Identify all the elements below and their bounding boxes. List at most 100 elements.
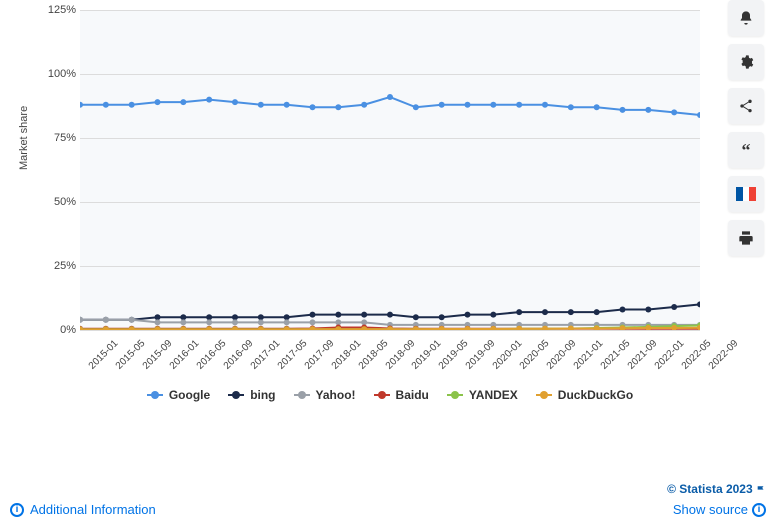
series-marker: [439, 314, 445, 320]
series-marker: [180, 99, 186, 105]
info-icon: i: [10, 503, 24, 517]
series-marker: [697, 301, 700, 307]
series-marker: [80, 102, 83, 108]
y-tick-label: 0%: [26, 324, 76, 336]
series-marker: [645, 107, 651, 113]
gear-icon: [738, 54, 754, 70]
series-marker: [568, 104, 574, 110]
gridline: [80, 330, 700, 331]
legend-label: YANDEX: [469, 388, 518, 402]
y-tick-label: 25%: [26, 260, 76, 272]
gridline: [80, 266, 700, 267]
series-marker: [413, 104, 419, 110]
gridline: [80, 74, 700, 75]
series-marker: [620, 307, 626, 313]
y-tick-label: 50%: [26, 196, 76, 208]
series-marker: [387, 312, 393, 318]
print-button[interactable]: [728, 220, 764, 256]
language-fr-button[interactable]: [728, 176, 764, 212]
settings-button[interactable]: [728, 44, 764, 80]
series-marker: [335, 319, 341, 325]
plot-area: [80, 10, 700, 330]
series-marker: [206, 314, 212, 320]
series-marker: [387, 94, 393, 100]
series-marker: [284, 102, 290, 108]
series-marker: [103, 317, 109, 323]
series-marker: [155, 99, 161, 105]
gridline: [80, 10, 700, 11]
cite-button[interactable]: “: [728, 132, 764, 168]
series-marker: [284, 319, 290, 325]
series-marker: [206, 97, 212, 103]
series-marker: [258, 319, 264, 325]
series-marker: [542, 309, 548, 315]
series-marker: [310, 319, 316, 325]
x-tick-label: 2015-01: [87, 338, 121, 372]
info-icon: i: [752, 503, 766, 517]
legend-item[interactable]: Yahoo!: [294, 388, 356, 402]
chart-lines-svg: [80, 10, 700, 330]
series-marker: [645, 307, 651, 313]
series-marker: [155, 314, 161, 320]
series-marker: [594, 104, 600, 110]
series-marker: [620, 107, 626, 113]
legend-swatch: [294, 394, 310, 396]
series-marker: [671, 109, 677, 115]
series-marker: [232, 314, 238, 320]
series-marker: [310, 104, 316, 110]
legend-item[interactable]: Google: [147, 388, 210, 402]
legend-item[interactable]: DuckDuckGo: [536, 388, 633, 402]
print-icon: [738, 230, 754, 246]
series-marker: [490, 312, 496, 318]
y-tick-label: 125%: [26, 4, 76, 16]
legend-label: Baidu: [396, 388, 429, 402]
legend-label: DuckDuckGo: [558, 388, 633, 402]
chart-container: Market share GooglebingYahoo!BaiduYANDEX…: [10, 0, 710, 420]
bell-icon: [738, 10, 754, 26]
series-marker: [439, 102, 445, 108]
series-marker: [490, 102, 496, 108]
show-source-link[interactable]: Show source i: [673, 502, 766, 517]
share-icon: [738, 98, 754, 114]
legend-item[interactable]: YANDEX: [447, 388, 518, 402]
series-marker: [310, 312, 316, 318]
share-button[interactable]: [728, 88, 764, 124]
action-sidebar: “: [728, 0, 768, 256]
notifications-button[interactable]: [728, 0, 764, 36]
series-marker: [361, 312, 367, 318]
legend-label: Google: [169, 388, 210, 402]
gridline: [80, 202, 700, 203]
legend-item[interactable]: bing: [228, 388, 275, 402]
series-marker: [80, 317, 83, 323]
show-source-label: Show source: [673, 502, 748, 517]
series-marker: [361, 319, 367, 325]
series-marker: [542, 102, 548, 108]
series-marker: [206, 319, 212, 325]
quote-icon: “: [742, 141, 751, 159]
series-marker: [103, 102, 109, 108]
copyright-text: © Statista 2023: [667, 482, 766, 496]
series-marker: [232, 319, 238, 325]
series-marker: [232, 99, 238, 105]
flag-icon: [756, 485, 766, 495]
series-marker: [335, 312, 341, 318]
series-marker: [413, 314, 419, 320]
series-marker: [155, 319, 161, 325]
flag-fr-icon: [736, 187, 756, 201]
footer: i Additional Information © Statista 2023…: [10, 482, 766, 517]
series-marker: [335, 104, 341, 110]
additional-info-link[interactable]: i Additional Information: [10, 502, 156, 517]
legend-label: bing: [250, 388, 275, 402]
gridline: [80, 138, 700, 139]
additional-info-label: Additional Information: [30, 502, 156, 517]
series-marker: [258, 102, 264, 108]
legend-swatch: [536, 394, 552, 396]
y-tick-label: 75%: [26, 132, 76, 144]
series-marker: [568, 309, 574, 315]
legend-swatch: [228, 394, 244, 396]
series-marker: [284, 314, 290, 320]
legend-swatch: [374, 394, 390, 396]
legend-item[interactable]: Baidu: [374, 388, 429, 402]
series-marker: [516, 309, 522, 315]
series-marker: [129, 102, 135, 108]
